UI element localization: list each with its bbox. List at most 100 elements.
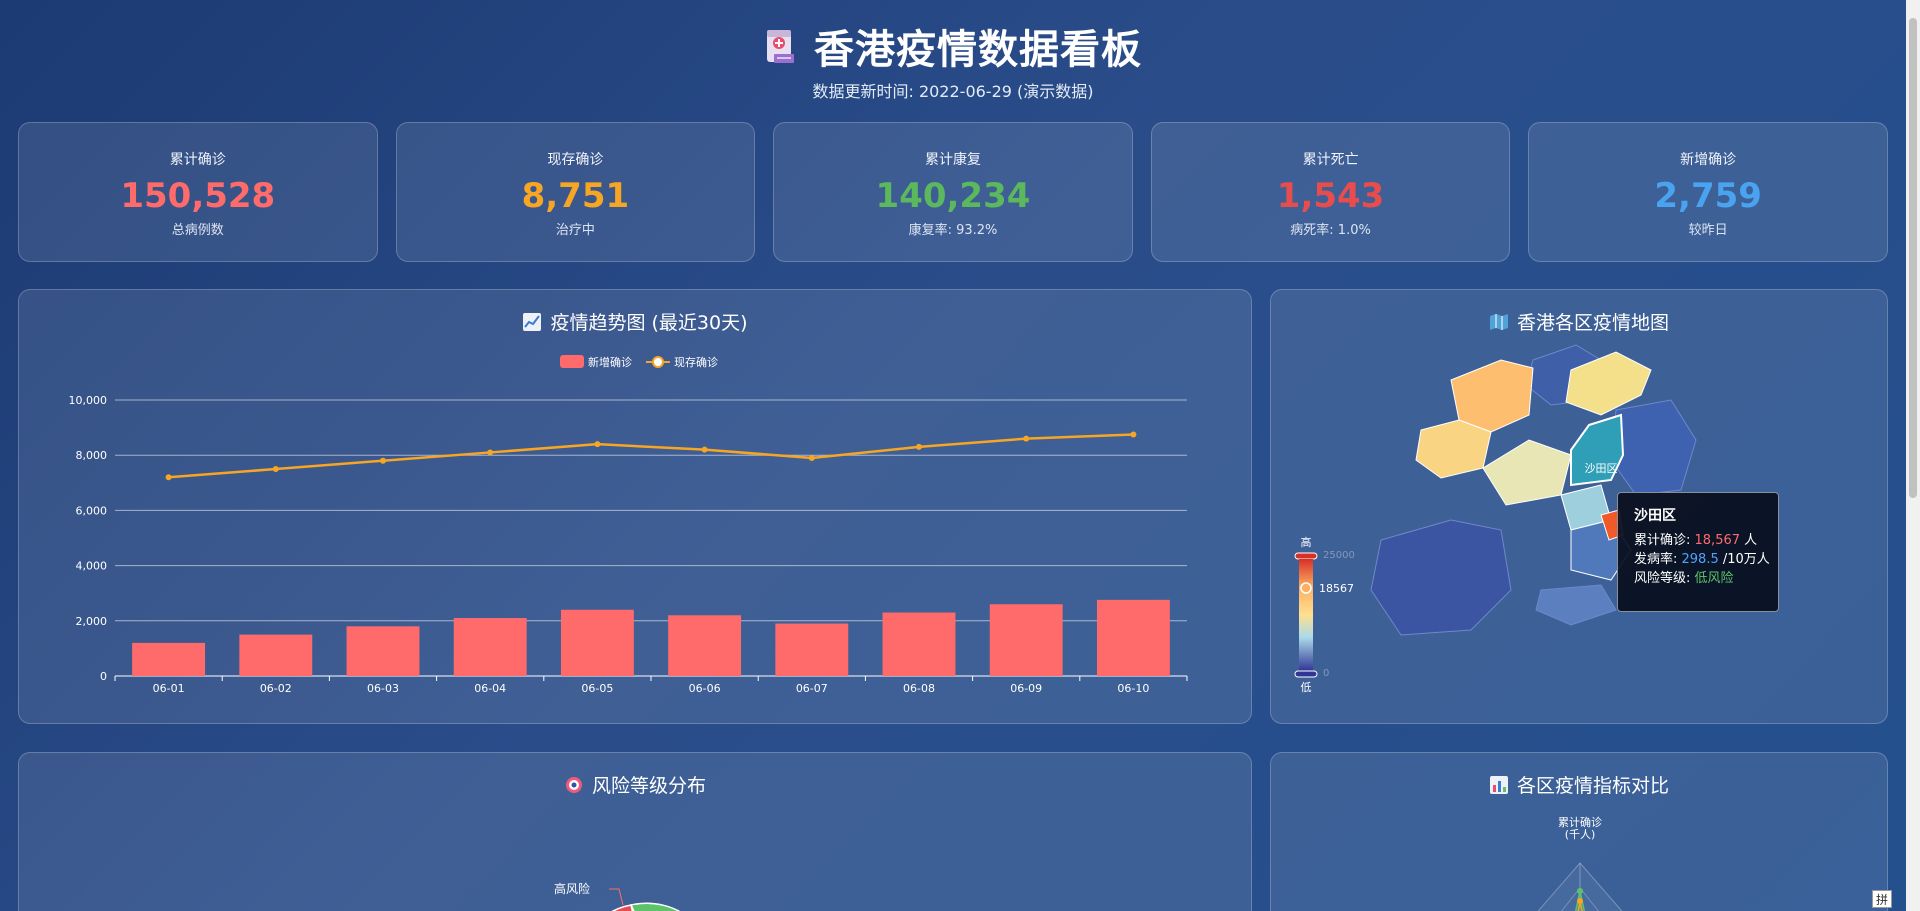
legend-high-label: 高	[1301, 535, 1312, 549]
line-point-06-06[interactable]	[701, 446, 708, 453]
radar-point-green[interactable]	[1577, 888, 1583, 894]
target-icon	[564, 775, 584, 795]
district-tuen-mun[interactable]	[1415, 419, 1492, 479]
hong-kong-district-map[interactable]: 沙田区 高 低 25000 0 18567	[1271, 290, 1889, 725]
scroll-thumb[interactable]	[1909, 18, 1917, 498]
risk-pie-chart[interactable]: 高风险	[19, 753, 1253, 911]
line-point-06-02[interactable]	[272, 466, 279, 472]
card-label: 累计确诊	[169, 152, 226, 168]
pie-label-line	[609, 888, 624, 906]
district-compare-panel: 各区疫情指标对比 累计确诊 (千人)	[1270, 752, 1888, 911]
card-total-confirmed: 累计确诊 150,528 总病例数	[18, 122, 378, 262]
card-value: 8,751	[521, 176, 630, 216]
bar-06-01[interactable]	[132, 642, 206, 676]
bar-06-07[interactable]	[775, 623, 849, 676]
ime-indicator[interactable]: 拼	[1872, 890, 1892, 908]
radar-chart[interactable]: 累计确诊 (千人)	[1271, 753, 1889, 911]
tooltip-line-incidence: 发病率: 298.5 /10万人	[1634, 552, 1770, 567]
bar-06-08[interactable]	[882, 612, 956, 676]
map-panel: 香港各区疫情地图	[1270, 289, 1888, 724]
line-point-06-05[interactable]	[594, 441, 601, 448]
line-point-06-01[interactable]	[165, 474, 172, 481]
y-tick-label: 8,000	[76, 449, 108, 462]
map-title-text: 香港各区疫情地图	[1516, 312, 1669, 334]
line-point-06-10[interactable]	[1130, 431, 1137, 438]
line-series-active[interactable]	[168, 433, 1134, 479]
legend-gradient-bar	[1299, 559, 1313, 671]
legend-handle-top[interactable]	[1294, 552, 1318, 560]
compare-title-text: 各区疫情指标对比	[1516, 775, 1669, 797]
page-scrollbar[interactable]	[1906, 0, 1920, 911]
district-sai-kung[interactable]	[1610, 399, 1697, 496]
visual-map-legend[interactable]: 高 低 25000 0 18567	[1294, 535, 1355, 694]
line-point-06-03[interactable]	[380, 457, 386, 464]
legend-min-value: 0	[1323, 668, 1329, 679]
bar-06-02[interactable]	[239, 634, 313, 676]
x-tick-label: 06-04	[474, 682, 506, 695]
legend-bar-swatch[interactable]	[560, 355, 584, 368]
y-tick-label: 10,000	[69, 394, 108, 407]
pie-slice-high-risk[interactable]	[587, 904, 637, 911]
radar-indicator-label: 累计确诊	[1558, 815, 1602, 829]
risk-distribution-panel: 风险等级分布 高风险	[18, 752, 1252, 911]
map-tooltip: 沙田区 累计确诊: 18,567 人 发病率: 298.5 /10万人 风险等级…	[1617, 492, 1779, 612]
pie-label-high-risk: 高风险	[554, 881, 590, 896]
legend-line-label[interactable]: 现存确诊	[674, 355, 718, 369]
line-point-06-04[interactable]	[487, 449, 494, 456]
x-tick-label: 06-06	[689, 682, 721, 695]
card-label: 累计死亡	[1302, 152, 1359, 168]
bar-06-10[interactable]	[1096, 599, 1170, 676]
district-tai-po[interactable]	[1565, 351, 1652, 416]
district-islands[interactable]	[1370, 519, 1512, 636]
line-point-06-09[interactable]	[1023, 435, 1030, 442]
legend-handle-bottom[interactable]	[1294, 670, 1318, 678]
legend-max-value: 25000	[1323, 550, 1355, 561]
line-point-06-08[interactable]	[916, 443, 922, 450]
trend-chart-title: 疫情趋势图 (最近30天)	[19, 308, 1251, 335]
x-tick-label: 06-07	[796, 682, 828, 695]
pie-slice-low-risk[interactable]	[629, 902, 691, 911]
map-title: 香港各区疫情地图	[1271, 308, 1887, 335]
map-icon	[1489, 312, 1509, 332]
y-tick-label: 4,000	[76, 560, 108, 573]
bar-06-06[interactable]	[668, 615, 742, 676]
radar-point-orange[interactable]	[1577, 898, 1583, 904]
line-chart-icon	[522, 312, 542, 332]
card-active-confirmed: 现存确诊 8,751 治疗中	[395, 122, 756, 262]
district-sha-tin-selected[interactable]	[1570, 413, 1625, 487]
x-tick-label: 06-03	[367, 682, 399, 695]
card-value: 150,528	[120, 176, 276, 216]
y-tick-label: 2,000	[76, 615, 108, 628]
bar-06-09[interactable]	[989, 604, 1063, 676]
y-tick-label: 6,000	[76, 504, 108, 517]
trend-chart[interactable]: 0 2,000 4,000 6,000 8,000 10,000 06-01 06-02 06-…	[19, 290, 1253, 725]
card-new-confirmed: 新增确诊 2,759 较昨日	[1528, 122, 1888, 262]
line-point-06-07[interactable]	[808, 454, 815, 461]
update-time: 数据更新时间: 2022-06-29 (演示数据)	[812, 82, 1094, 101]
radar-grid-outer	[1537, 862, 1623, 911]
card-label: 新增确诊	[1680, 152, 1737, 168]
x-tick-label: 06-02	[260, 682, 292, 695]
compare-title: 各区疫情指标对比	[1271, 771, 1887, 798]
card-sub: 较昨日	[1688, 223, 1728, 238]
map-districts[interactable]	[1370, 344, 1697, 636]
bar-chart-icon	[1489, 775, 1509, 795]
bar-06-04[interactable]	[453, 618, 527, 676]
card-value: 140,234	[875, 176, 1031, 216]
card-label: 累计康复	[924, 152, 981, 168]
stat-cards: 累计确诊 150,528 总病例数 现存确诊 8,751 治疗中 累计康复 14…	[18, 122, 1888, 262]
tooltip-line-confirmed: 累计确诊: 18,567 人	[1634, 533, 1758, 548]
legend-bar-label[interactable]: 新增确诊	[588, 355, 632, 369]
district-tsuen-wan[interactable]	[1482, 439, 1572, 506]
radar-indicator-unit: (千人)	[1565, 828, 1596, 841]
card-sub: 康复率: 93.2%	[908, 223, 998, 238]
legend-low-label: 低	[1301, 681, 1312, 694]
card-value: 2,759	[1654, 176, 1762, 216]
district-hk-island[interactable]	[1535, 584, 1617, 626]
hospital-icon	[764, 26, 798, 66]
bar-06-05[interactable]	[560, 609, 634, 676]
bar-06-03[interactable]	[346, 626, 420, 676]
legend-indicator	[1300, 582, 1312, 594]
header: 香港疫情数据看板 数据更新时间: 2022-06-29 (演示数据)	[0, 18, 1906, 102]
